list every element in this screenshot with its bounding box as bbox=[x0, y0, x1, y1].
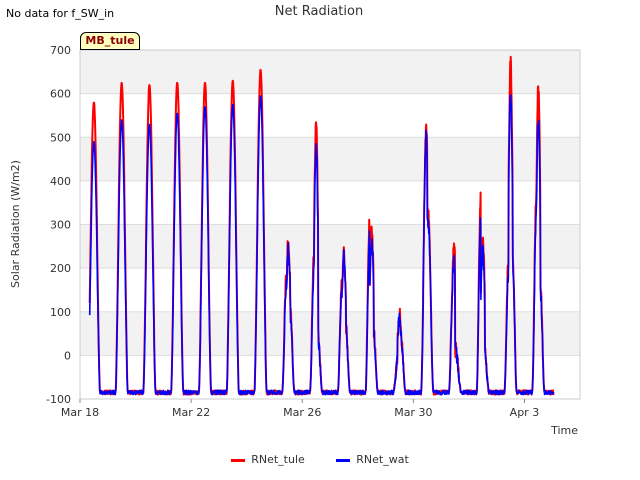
series-line-rnet-wat bbox=[88, 94, 555, 396]
legend-item-rnet-tule: RNet_tule bbox=[231, 453, 305, 466]
plot-band bbox=[80, 50, 580, 94]
y-tick-label: 100 bbox=[50, 306, 71, 319]
plot-band bbox=[80, 311, 580, 356]
x-tick-label: Mar 30 bbox=[394, 406, 432, 419]
y-axis-ticks: -100 0 100 200 300 400 500 600 700 bbox=[46, 44, 71, 406]
series-layer bbox=[88, 55, 555, 396]
plot-band bbox=[80, 224, 580, 269]
legend-item-rnet-wat: RNet_wat bbox=[336, 453, 409, 466]
y-tick-label: 500 bbox=[50, 131, 71, 144]
legend-label-rnet-wat: RNet_wat bbox=[356, 453, 409, 466]
y-axis-label: Solar Radiation (W/m2) bbox=[9, 160, 22, 288]
site-badge: MB_tule bbox=[80, 32, 140, 50]
legend-label-rnet-tule: RNet_tule bbox=[251, 453, 305, 466]
chart-title: Net Radiation bbox=[275, 4, 363, 19]
y-tick-label: 200 bbox=[50, 262, 71, 275]
no-data-notice: No data for f_SW_in bbox=[6, 7, 115, 20]
x-tick-label: Mar 22 bbox=[172, 406, 210, 419]
x-tick-label: Mar 26 bbox=[283, 406, 321, 419]
legend-swatch-rnet-tule bbox=[231, 458, 246, 462]
y-tick-label: 300 bbox=[50, 219, 71, 232]
x-tick-label: Apr 3 bbox=[510, 406, 540, 419]
x-axis-label: Time bbox=[550, 424, 578, 437]
x-tick-label: Mar 18 bbox=[61, 406, 99, 419]
plot-frame bbox=[79, 49, 581, 400]
x-axis-ticks: Mar 18 Mar 22 Mar 26 Mar 30 Apr 3 bbox=[61, 399, 539, 419]
plot-bands bbox=[80, 50, 580, 356]
plot-band bbox=[80, 137, 580, 181]
legend: RNet_tule RNet_wat bbox=[0, 453, 640, 466]
y-tick-label: 0 bbox=[64, 349, 71, 362]
y-tick-label: 700 bbox=[50, 44, 71, 57]
y-tick-label: 600 bbox=[50, 88, 71, 101]
y-tick-label: 400 bbox=[50, 175, 71, 188]
legend-swatch-rnet-wat bbox=[336, 458, 351, 462]
y-tick-label: -100 bbox=[46, 393, 71, 406]
